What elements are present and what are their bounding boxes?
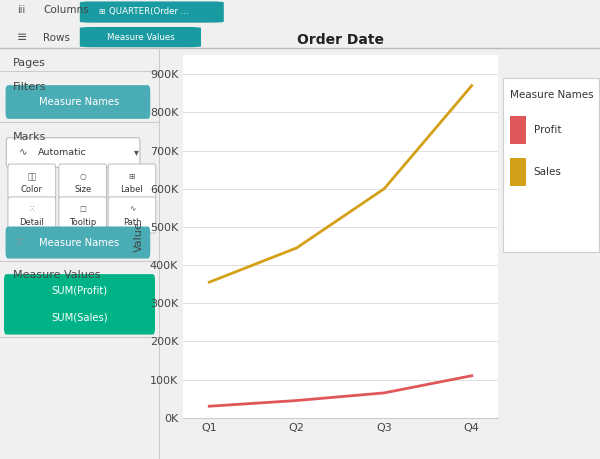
Text: ☐: ☐ [79, 205, 86, 214]
Text: ≡: ≡ [17, 31, 28, 44]
Text: Color: Color [21, 185, 43, 194]
Text: Columns: Columns [43, 5, 89, 15]
Text: Filters: Filters [13, 82, 46, 92]
Text: ⁙: ⁙ [14, 237, 23, 247]
Text: QUARTER(Order ...: QUARTER(Order ... [109, 7, 189, 17]
FancyBboxPatch shape [8, 197, 56, 233]
FancyBboxPatch shape [503, 78, 599, 252]
Text: Tooltip: Tooltip [69, 218, 97, 227]
Text: ▾: ▾ [134, 147, 139, 157]
Text: Automatic: Automatic [38, 148, 87, 157]
Y-axis label: Value: Value [134, 221, 144, 252]
FancyBboxPatch shape [59, 164, 107, 200]
FancyBboxPatch shape [4, 274, 155, 308]
FancyBboxPatch shape [511, 117, 526, 144]
Text: SUM(Profit): SUM(Profit) [52, 286, 107, 296]
Text: Detail: Detail [19, 218, 44, 227]
FancyBboxPatch shape [59, 197, 107, 233]
FancyBboxPatch shape [7, 138, 140, 168]
FancyBboxPatch shape [5, 226, 150, 258]
Text: ○: ○ [79, 172, 86, 181]
Text: ⊞: ⊞ [98, 7, 104, 17]
Text: ⦿⦿: ⦿⦿ [27, 172, 37, 181]
Text: Measure Names: Measure Names [40, 97, 119, 107]
FancyBboxPatch shape [8, 164, 56, 200]
Text: Measure Names: Measure Names [40, 237, 119, 247]
Text: Pages: Pages [13, 58, 46, 68]
FancyBboxPatch shape [108, 197, 156, 233]
FancyBboxPatch shape [5, 85, 150, 119]
Text: Measure Names: Measure Names [511, 90, 594, 100]
Text: ⁙: ⁙ [29, 205, 35, 214]
Text: Measure Values: Measure Values [13, 270, 100, 280]
Text: ⊞: ⊞ [129, 172, 135, 181]
Text: SUM(Sales): SUM(Sales) [51, 313, 108, 323]
Text: Profit: Profit [533, 125, 561, 135]
FancyBboxPatch shape [511, 158, 526, 186]
Text: Size: Size [74, 185, 91, 194]
Text: Label: Label [121, 185, 143, 194]
Text: Sales: Sales [533, 167, 562, 177]
Text: ∿: ∿ [129, 205, 135, 214]
FancyBboxPatch shape [4, 301, 155, 335]
Text: iii: iii [17, 5, 25, 15]
Text: Rows: Rows [43, 33, 70, 43]
Title: Order Date: Order Date [297, 33, 384, 47]
FancyBboxPatch shape [80, 27, 201, 47]
FancyBboxPatch shape [80, 1, 224, 22]
Text: Marks: Marks [13, 132, 46, 142]
FancyBboxPatch shape [108, 164, 156, 200]
Text: ∿: ∿ [19, 147, 28, 157]
Text: Measure Values: Measure Values [107, 33, 174, 42]
Text: Path: Path [123, 218, 141, 227]
